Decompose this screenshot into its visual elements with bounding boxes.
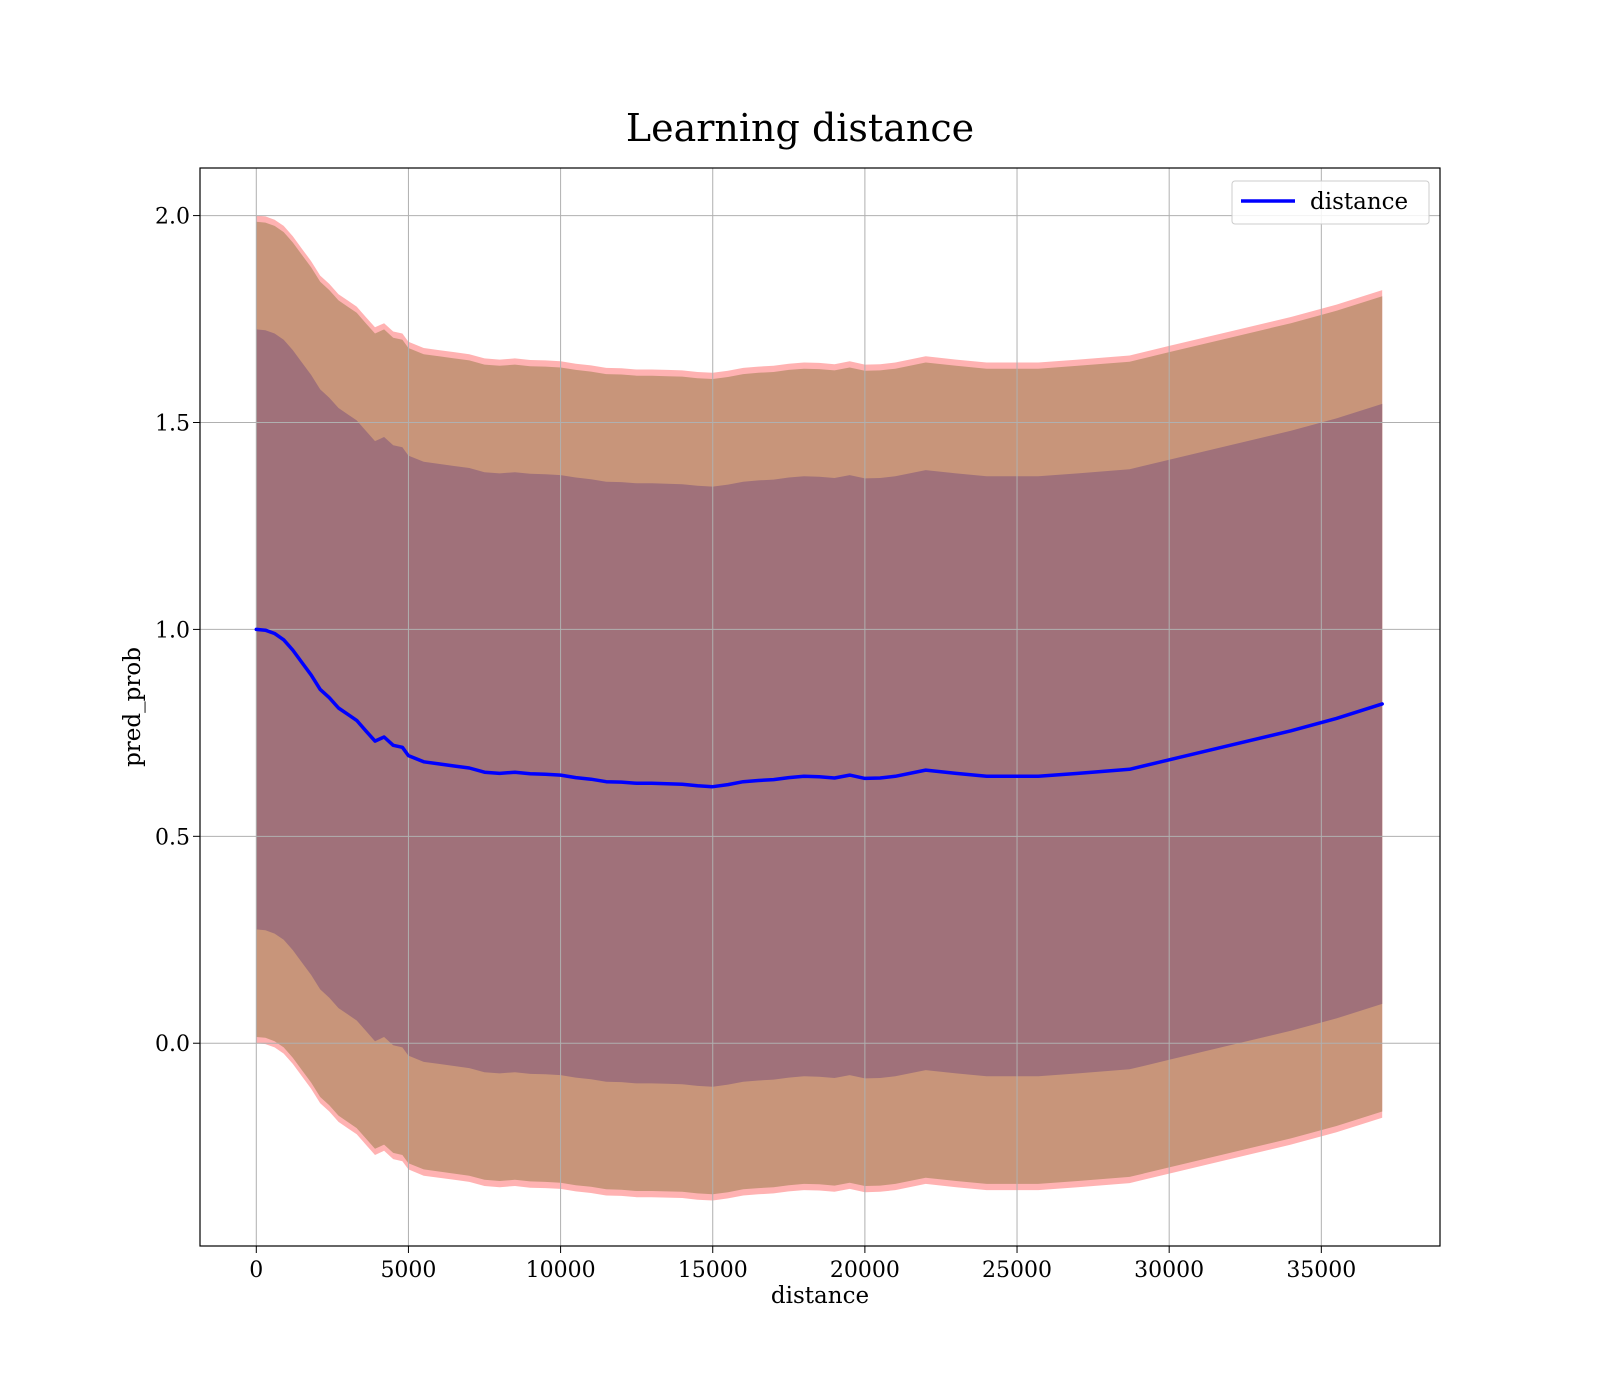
plot-frame: [199, 167, 1441, 1247]
chart-title: Learning distance: [626, 106, 974, 150]
x-tick-label: 10000: [526, 1258, 596, 1283]
x-tick-label: 0: [249, 1258, 263, 1283]
x-tick-label: 25000: [982, 1258, 1052, 1283]
x-tick-label: 20000: [830, 1258, 900, 1283]
y-tick-label: 0.5: [155, 825, 190, 850]
y-tick-label: 0.0: [155, 1032, 190, 1057]
y-tick-label: 1.5: [155, 411, 190, 436]
y-tick-label: 1.0: [155, 618, 190, 643]
series-line-distance: [254, 627, 1384, 789]
x-axis-label: distance: [771, 1283, 869, 1309]
y-tick-label: 2.0: [155, 205, 190, 230]
x-tick-label: 5000: [380, 1258, 436, 1283]
x-tick-label: 30000: [1134, 1258, 1204, 1283]
x-tick-label: 35000: [1286, 1258, 1356, 1283]
y-axis-label: pred_prob: [120, 647, 146, 767]
confidence-band-inner: [256, 329, 1383, 1087]
legend-label-distance: distance: [1310, 189, 1408, 215]
legend: distance: [1231, 180, 1430, 225]
x-tick-label: 15000: [678, 1258, 748, 1283]
legend-box: [1231, 180, 1430, 225]
